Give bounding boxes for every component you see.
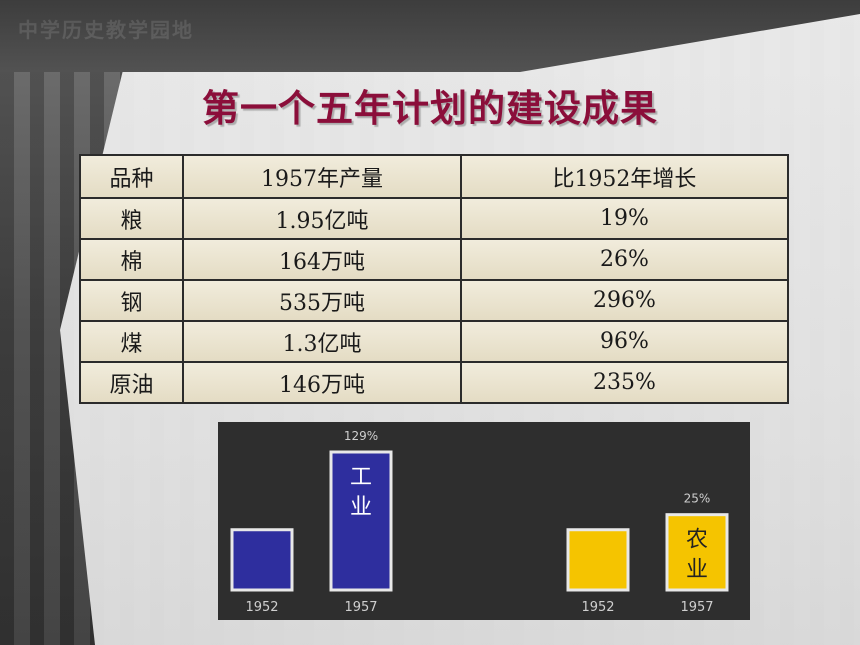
- table-header-row: 品种 1957年产量 比1952年增长: [78, 154, 790, 199]
- header-cell-output-1957: 1957年产量: [182, 154, 462, 199]
- growth-bar-chart: 1952 1957 129% 工业 1952 1957 25% 农业: [218, 422, 750, 620]
- header-cell-growth: 比1952年增长: [459, 154, 790, 199]
- table-cell: 1.3亿吨: [182, 320, 462, 363]
- slide-title: 第一个五年计划的建设成果: [202, 87, 658, 130]
- table-cell: 96%: [459, 320, 790, 363]
- table-cell: 1.95亿吨: [182, 197, 462, 240]
- table-cell: 535万吨: [182, 279, 462, 322]
- x-tick-label: 1957: [344, 600, 377, 615]
- chart-bar-industry-1957: [329, 450, 393, 592]
- table-cell: 原油: [78, 361, 185, 404]
- x-tick-label: 1952: [581, 600, 614, 615]
- table-row: 钢 535万吨 296%: [78, 279, 790, 322]
- x-tick-label: 1952: [245, 600, 278, 615]
- table-cell: 粮: [78, 197, 185, 240]
- table-row: 粮 1.95亿吨 19%: [78, 197, 790, 240]
- table-row: 原油 146万吨 235%: [78, 361, 790, 404]
- table-cell: 146万吨: [182, 361, 462, 404]
- table-cell: 钢: [78, 279, 185, 322]
- chart-bar-agriculture-1957: [665, 513, 729, 592]
- table-row: 煤 1.3亿吨 96%: [78, 320, 790, 363]
- x-tick-label: 1957: [680, 600, 713, 615]
- watermark-text: 中学历史教学园地: [18, 18, 194, 42]
- growth-data-label: 25%: [684, 492, 711, 506]
- table-cell: 煤: [78, 320, 185, 363]
- table-cell: 164万吨: [182, 238, 462, 281]
- header-cell-variety: 品种: [78, 154, 185, 199]
- production-table: 品种 1957年产量 比1952年增长 粮 1.95亿吨 19% 棉 164万吨…: [78, 154, 790, 404]
- table-cell: 235%: [459, 361, 790, 404]
- table-row: 棉 164万吨 26%: [78, 238, 790, 281]
- bar-series-label: 工: [350, 465, 372, 490]
- table-cell: 19%: [459, 197, 790, 240]
- table-cell: 棉: [78, 238, 185, 281]
- bar-series-label: 业: [350, 495, 372, 520]
- bar-series-label: 业: [686, 558, 708, 583]
- chart-bar-agriculture-1952: [566, 528, 630, 592]
- growth-data-label: 129%: [344, 429, 378, 443]
- table-cell: 26%: [459, 238, 790, 281]
- chart-bar-industry-1952: [230, 528, 294, 592]
- bar-series-label: 农: [686, 528, 708, 553]
- table-cell: 296%: [459, 279, 790, 322]
